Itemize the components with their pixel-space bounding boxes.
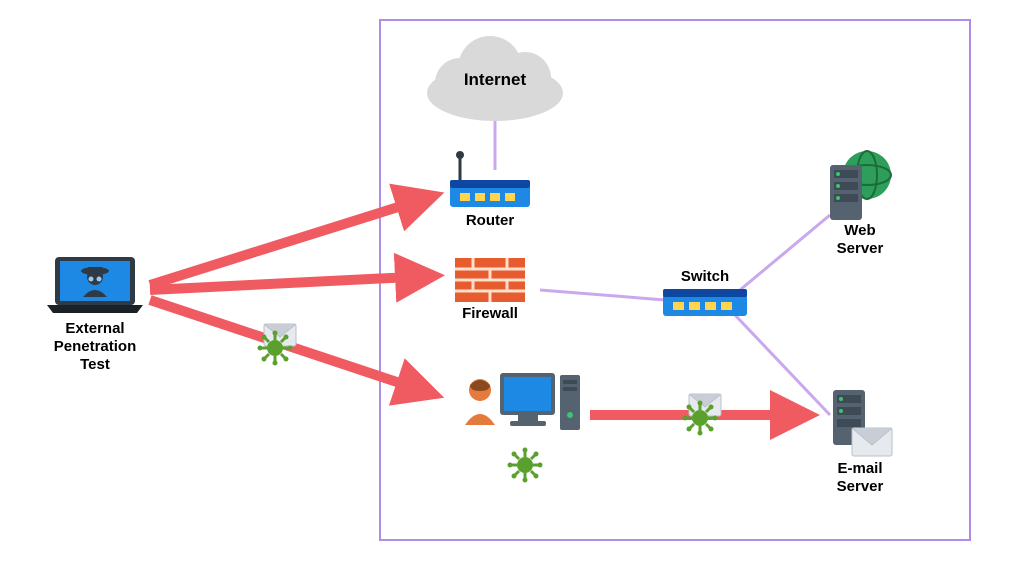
workstation-icon (465, 373, 580, 430)
email-label: E-mailServer (820, 460, 900, 496)
switch-label: Switch (665, 268, 745, 286)
firewall-label: Firewall (450, 305, 530, 323)
router-label: Router (450, 212, 530, 230)
router-icon (450, 151, 530, 207)
web-server-icon (830, 151, 891, 220)
attacker-icon (47, 257, 143, 313)
diagram-canvas: { "type": "network-diagram", "canvas": {… (0, 0, 1024, 576)
attacker-label: ExternalPenetrationTest (35, 320, 155, 374)
web-label: WebServer (820, 222, 900, 258)
switch-icon (663, 289, 747, 316)
internet-label: Internet (450, 70, 540, 90)
purple-links (495, 120, 830, 415)
firewall-icon (455, 258, 525, 302)
virus-icons (258, 331, 718, 483)
